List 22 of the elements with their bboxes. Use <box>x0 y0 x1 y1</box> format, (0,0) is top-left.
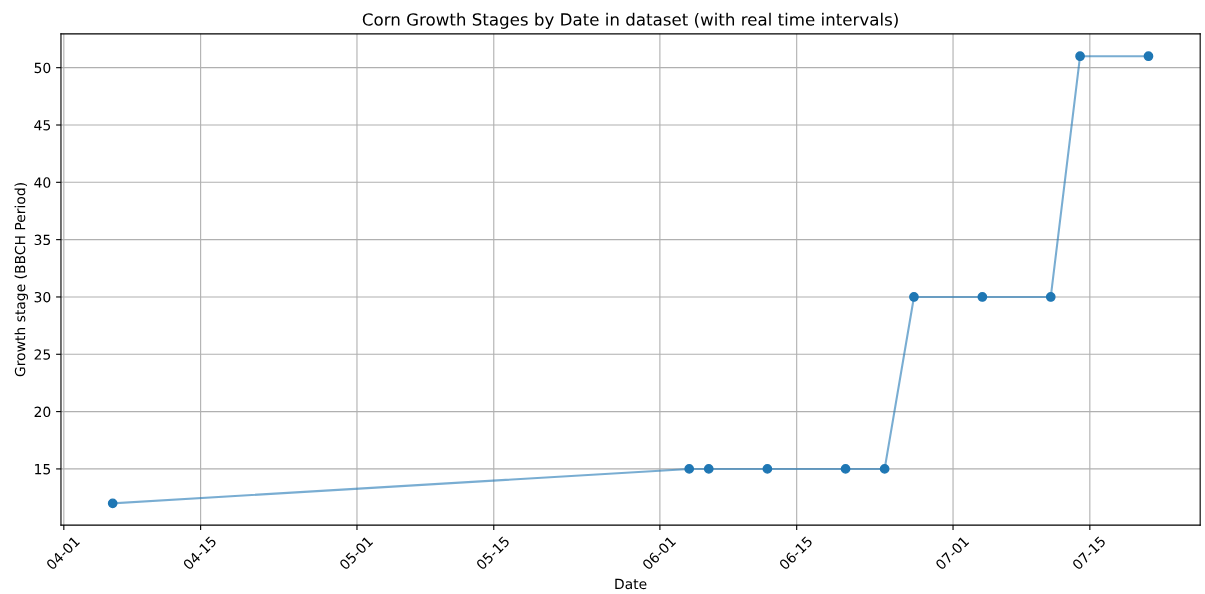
y-tick-label: 40 <box>34 177 51 188</box>
point <box>909 292 919 302</box>
y-tick-label: 30 <box>34 291 51 303</box>
point <box>879 464 890 474</box>
y-axis-title: Growth stage (BBCH Period) <box>14 183 29 377</box>
point <box>1075 51 1085 62</box>
y-tick-label: 35 <box>34 234 51 246</box>
point <box>977 292 988 302</box>
x-axis-title: Date <box>615 578 647 590</box>
point <box>684 464 695 474</box>
point <box>1143 51 1154 62</box>
y-tick-label: 25 <box>34 349 51 360</box>
y-tick-label: 15 <box>35 464 51 475</box>
point <box>1045 292 1056 302</box>
y-tick-label: 45 <box>34 120 51 131</box>
point <box>107 498 118 509</box>
y-tick-label: 50 <box>34 62 51 74</box>
y-tick-label: 20 <box>34 406 51 418</box>
point <box>762 464 773 474</box>
chart-title: Corn Growth Stages by Date in dataset (with real time intervals) <box>362 12 898 29</box>
point <box>840 464 851 474</box>
point <box>703 464 714 474</box>
